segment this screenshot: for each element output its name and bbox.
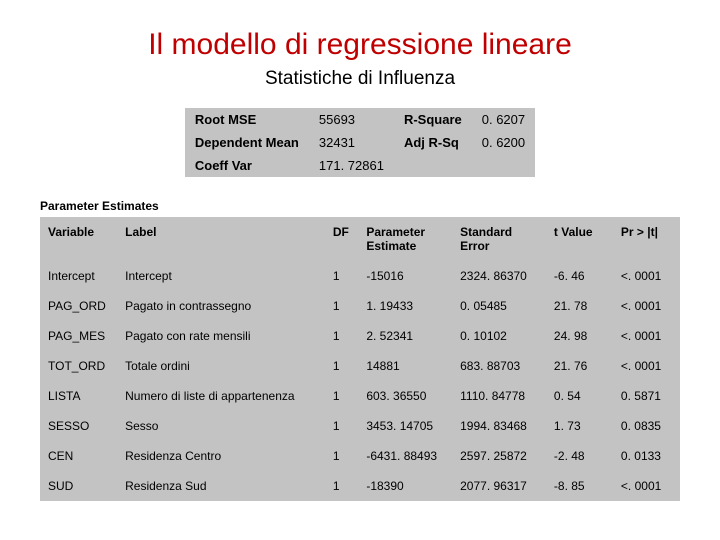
table-cell: 603. 36550 — [358, 381, 452, 411]
table-cell: 0. 5871 — [613, 381, 680, 411]
table-cell: 21. 76 — [546, 351, 613, 381]
table-cell: LISTA — [40, 381, 117, 411]
header-parameter-estimate: Parameter Estimate — [358, 217, 452, 261]
header-pr-t: Pr > |t| — [613, 217, 680, 261]
table-cell: Intercept — [40, 261, 117, 291]
table-cell: <. 0001 — [613, 291, 680, 321]
table-cell: 1 — [325, 411, 359, 441]
table-cell: 21. 78 — [546, 291, 613, 321]
table-row: PAG_MESPagato con rate mensili12. 523410… — [40, 321, 680, 351]
table-cell: 1 — [325, 321, 359, 351]
table-cell: 24. 98 — [546, 321, 613, 351]
table-cell: 1. 19433 — [358, 291, 452, 321]
root-mse-label: Root MSE — [185, 108, 309, 131]
header-standard-error: Standard Error — [452, 217, 546, 261]
header-variable: Variable — [40, 217, 117, 261]
table-cell: 1 — [325, 261, 359, 291]
table-cell: <. 0001 — [613, 471, 680, 501]
table-cell: CEN — [40, 441, 117, 471]
table-cell: -2. 48 — [546, 441, 613, 471]
table-cell: TOT_ORD — [40, 351, 117, 381]
table-cell: Sesso — [117, 411, 325, 441]
table-row: SESSOSesso13453. 147051994. 834681. 730.… — [40, 411, 680, 441]
root-mse-value: 55693 — [309, 108, 394, 131]
table-cell: -6. 46 — [546, 261, 613, 291]
table-cell: 2077. 96317 — [452, 471, 546, 501]
parameter-estimates-table: Variable Label DF Parameter Estimate Sta… — [40, 217, 680, 501]
header-t-value: t Value — [546, 217, 613, 261]
header-df: DF — [325, 217, 359, 261]
table-cell: Totale ordini — [117, 351, 325, 381]
page-subtitle: Statistiche di Influenza — [40, 68, 680, 90]
page-title: Il modello di regressione lineare — [40, 28, 680, 62]
table-header-row: Variable Label DF Parameter Estimate Sta… — [40, 217, 680, 261]
table-cell: 0. 0133 — [613, 441, 680, 471]
table-cell: Pagato in contrassegno — [117, 291, 325, 321]
table-row: CENResidenza Centro1-6431. 884932597. 25… — [40, 441, 680, 471]
table-cell: 1 — [325, 291, 359, 321]
table-cell: Numero di liste di appartenenza — [117, 381, 325, 411]
header-label: Label — [117, 217, 325, 261]
table-cell: -8. 85 — [546, 471, 613, 501]
table-cell: Residenza Sud — [117, 471, 325, 501]
table-cell: PAG_MES — [40, 321, 117, 351]
table-cell: -18390 — [358, 471, 452, 501]
table-cell: 0. 0835 — [613, 411, 680, 441]
table-cell: -15016 — [358, 261, 452, 291]
table-cell: 2. 52341 — [358, 321, 452, 351]
table-cell: 2324. 86370 — [452, 261, 546, 291]
table-cell: <. 0001 — [613, 261, 680, 291]
table-cell: 0. 05485 — [452, 291, 546, 321]
coeff-var-label: Coeff Var — [185, 154, 309, 177]
table-cell: Residenza Centro — [117, 441, 325, 471]
rsq-label: R-Square — [394, 108, 472, 131]
table-cell: 0. 10102 — [452, 321, 546, 351]
table-cell: 1 — [325, 471, 359, 501]
table-row: SUDResidenza Sud1-183902077. 96317-8. 85… — [40, 471, 680, 501]
coeff-var-value: 171. 72861 — [309, 154, 394, 177]
table-cell: 1 — [325, 351, 359, 381]
table-cell: Intercept — [117, 261, 325, 291]
table-cell: PAG_ORD — [40, 291, 117, 321]
table-row: LISTANumero di liste di appartenenza1603… — [40, 381, 680, 411]
empty-cell — [394, 154, 472, 177]
summary-table: Root MSE 55693 R-Square 0. 6207 Dependen… — [185, 108, 535, 177]
table-cell: 14881 — [358, 351, 452, 381]
table-cell: SESSO — [40, 411, 117, 441]
table-cell: <. 0001 — [613, 321, 680, 351]
table-cell: 2597. 25872 — [452, 441, 546, 471]
table-cell: 1 — [325, 441, 359, 471]
table-cell: <. 0001 — [613, 351, 680, 381]
table-cell: -6431. 88493 — [358, 441, 452, 471]
dep-mean-value: 32431 — [309, 131, 394, 154]
table-cell: 1994. 83468 — [452, 411, 546, 441]
table-cell: Pagato con rate mensili — [117, 321, 325, 351]
dep-mean-label: Dependent Mean — [185, 131, 309, 154]
adj-rsq-label: Adj R-Sq — [394, 131, 472, 154]
adj-rsq-value: 0. 6200 — [472, 131, 535, 154]
section-header: Parameter Estimates — [40, 199, 680, 213]
empty-cell — [472, 154, 535, 177]
table-row: TOT_ORDTotale ordini114881683. 8870321. … — [40, 351, 680, 381]
table-cell: 683. 88703 — [452, 351, 546, 381]
rsq-value: 0. 6207 — [472, 108, 535, 131]
table-cell: 1. 73 — [546, 411, 613, 441]
table-cell: 0. 54 — [546, 381, 613, 411]
table-row: InterceptIntercept1-150162324. 86370-6. … — [40, 261, 680, 291]
table-cell: 3453. 14705 — [358, 411, 452, 441]
table-cell: 1 — [325, 381, 359, 411]
table-row: PAG_ORDPagato in contrassegno11. 194330.… — [40, 291, 680, 321]
table-cell: SUD — [40, 471, 117, 501]
table-cell: 1110. 84778 — [452, 381, 546, 411]
